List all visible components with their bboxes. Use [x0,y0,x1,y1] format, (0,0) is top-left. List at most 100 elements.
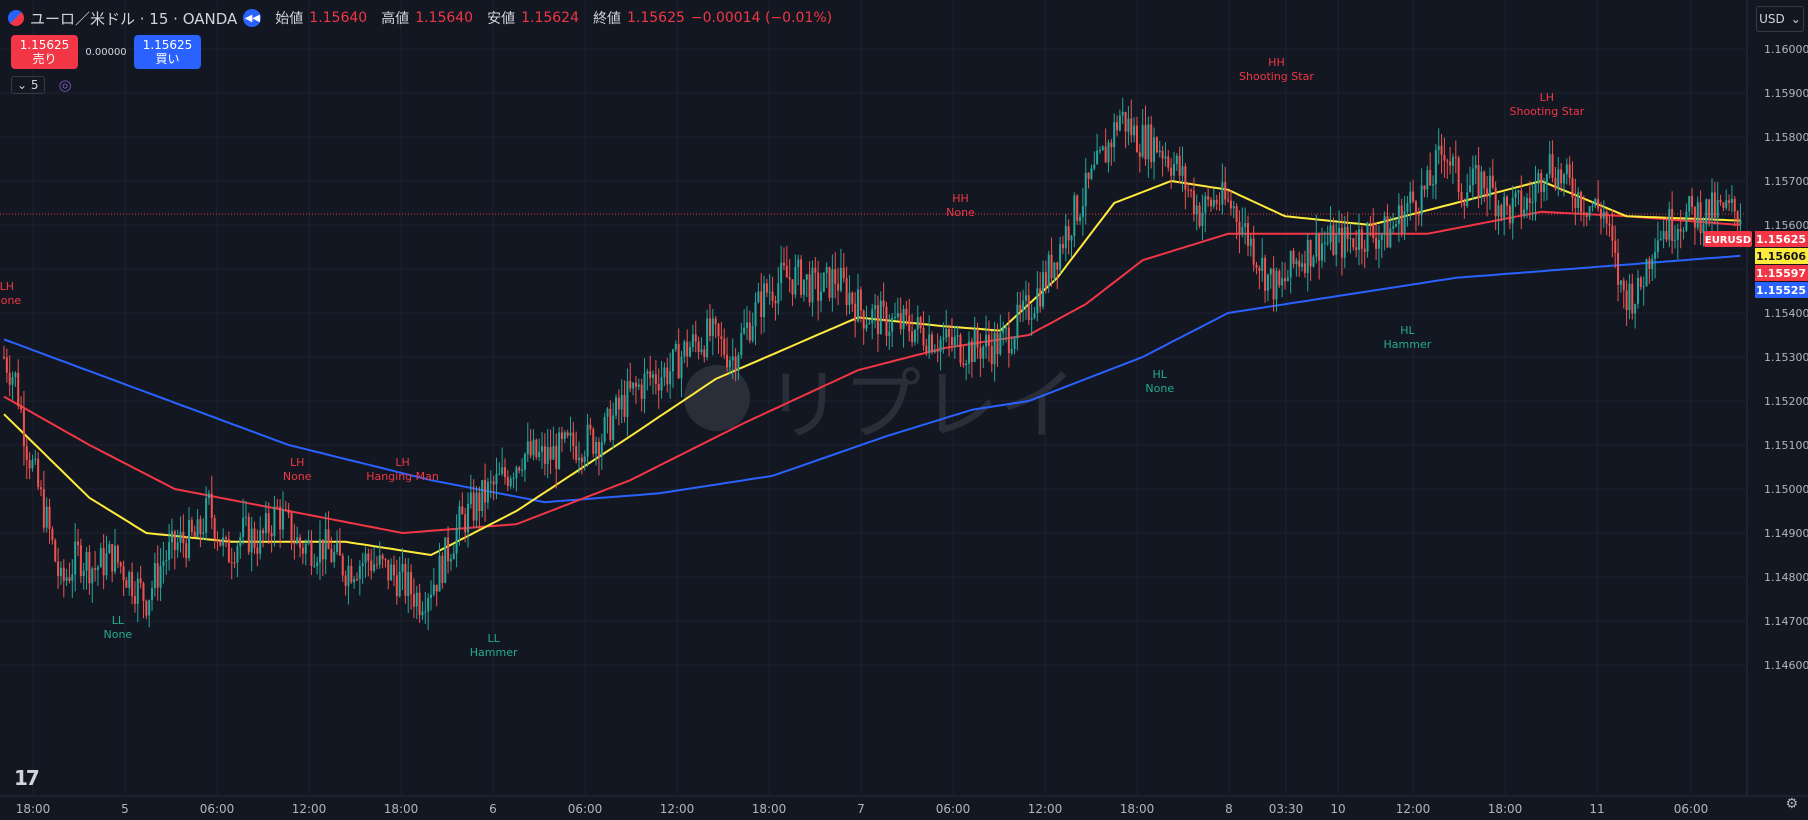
candle-body [1224,182,1227,200]
indicator-collapse-button[interactable]: ⌄ 5 [11,76,45,94]
symbol-title[interactable]: ユーロ／米ドル · 15 · OANDA [30,9,238,28]
candle-body [387,559,390,581]
candle-body [71,574,74,581]
candle-body [1662,231,1665,240]
candle-body [347,565,350,586]
candle-body [1682,230,1685,232]
time-tick-label: 06:00 [568,802,603,816]
candle-body [1167,156,1170,168]
candle-body [1246,223,1249,246]
candle-body [819,291,822,301]
candle-body [384,559,387,561]
candle-body [620,394,623,410]
candle-body [31,460,34,469]
candle-body [444,537,447,583]
candle-body [965,363,968,366]
candle-body [797,259,800,268]
candle-body [834,269,837,284]
candle-body [185,543,188,559]
buy-button[interactable]: 1.15625 買い [134,35,201,69]
candle-body [805,274,808,280]
candle-body [8,372,11,385]
candle-body [578,457,581,461]
candle-body [1266,274,1269,291]
candle-body [461,506,464,515]
candle-body [1303,263,1306,274]
candle-body [1423,185,1426,190]
candle-body [330,548,333,562]
candle-body [649,371,652,378]
candle-body [1207,196,1210,200]
candle-body [1420,185,1423,216]
candle-body [1369,222,1372,224]
price-tick-label: 1.15300 [1764,351,1808,364]
candle-body [244,516,247,518]
candle-body [1036,288,1039,314]
candle-body [689,347,692,357]
candle-body [96,567,99,570]
currency-selector[interactable]: USD ⌄ [1756,6,1804,32]
replay-watermark: リプレイ [765,361,1077,451]
candle-body [911,331,914,343]
candle-body [262,530,265,534]
candle-body [1346,226,1349,240]
symbol-tag-label: EURUSD [1705,235,1751,246]
candle-body [1543,184,1546,192]
candle-body [1454,156,1457,158]
candle-body [42,489,45,528]
candle-body [839,267,842,291]
candle-body [131,572,134,597]
replay-icon[interactable]: ◀◀ [243,9,262,27]
sell-button[interactable]: 1.15625 売り [11,35,78,69]
sync-icon[interactable]: ◎ [58,76,72,94]
candle-body [128,572,131,588]
candle-body [162,561,165,567]
candle-body [1574,197,1577,209]
candle-body [669,371,672,385]
candle-body [316,562,319,566]
candle-body [310,539,313,566]
candle-body [896,313,899,318]
candle-body [1252,238,1255,265]
candle-body [1728,200,1731,203]
candle-body [1281,278,1284,286]
candle-body [353,579,356,583]
candle-body [1184,166,1187,190]
candle-body [1301,263,1304,267]
settings-gear-icon[interactable]: ⚙ [1785,796,1798,812]
time-tick-label: 11 [1589,802,1604,816]
candle-body [1383,216,1386,235]
candle-body [1204,196,1207,213]
candle-body [1500,205,1503,218]
time-tick-label: 03:30 [1269,802,1304,816]
candle-body [1019,304,1022,311]
candle-body [481,479,484,512]
candle-body [410,571,413,595]
candle-body [743,327,746,334]
candle-body [1395,224,1398,227]
candle-body [1192,190,1195,215]
candle-body [731,356,734,361]
candle-body [1050,254,1053,279]
candle-body [321,539,324,560]
candle-body [1469,185,1472,193]
candle-body [213,517,216,540]
candle-body [734,356,737,371]
candle-body [287,509,290,514]
candle-body [1321,243,1324,261]
candle-body [979,347,982,359]
candle-body [612,415,615,441]
swing-label: HL [1400,324,1415,337]
candle-body [1286,277,1289,282]
swing-label: LH [0,280,14,293]
candle-body [1417,214,1420,216]
candle-body [1195,205,1198,215]
candle-body [1209,199,1212,207]
candle-body [1451,156,1454,166]
candle-body [1406,203,1409,212]
candle-body [1033,313,1036,319]
candle-body [714,318,717,325]
candle-body [1528,198,1531,203]
time-tick-label: 06:00 [936,802,971,816]
